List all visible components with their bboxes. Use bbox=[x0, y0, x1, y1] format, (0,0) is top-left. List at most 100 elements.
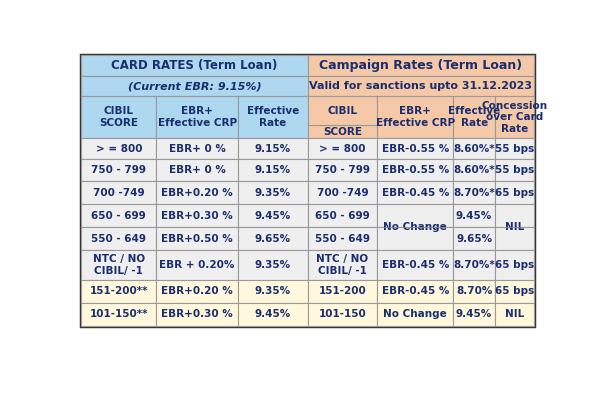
Text: 101-150: 101-150 bbox=[319, 309, 366, 319]
Bar bbox=[157, 181, 238, 204]
Text: EBR-0.45 %: EBR-0.45 % bbox=[382, 188, 449, 198]
Bar bbox=[157, 303, 238, 326]
Bar bbox=[495, 138, 534, 160]
Bar bbox=[453, 96, 495, 138]
Bar bbox=[453, 181, 495, 204]
Text: EBR+0.30 %: EBR+0.30 % bbox=[161, 309, 233, 319]
Bar bbox=[157, 250, 238, 279]
Text: EBR+
Effective CRP: EBR+ Effective CRP bbox=[376, 107, 455, 128]
Text: 9.35%: 9.35% bbox=[254, 260, 290, 270]
Text: EBR-0.45 %: EBR-0.45 % bbox=[382, 260, 449, 270]
Text: 8.70%*: 8.70%* bbox=[453, 260, 495, 270]
Bar bbox=[238, 303, 308, 326]
Text: 9.65%: 9.65% bbox=[254, 234, 290, 244]
Text: 151-200**: 151-200** bbox=[89, 286, 148, 296]
Text: EBR + 0.20%: EBR + 0.20% bbox=[160, 260, 235, 270]
Bar bbox=[453, 138, 495, 160]
Text: 650 - 699: 650 - 699 bbox=[315, 211, 370, 221]
Text: 65 bps: 65 bps bbox=[495, 188, 534, 198]
Text: CARD RATES (Term Loan): CARD RATES (Term Loan) bbox=[111, 59, 278, 72]
Bar bbox=[495, 303, 534, 326]
Text: 101-150**: 101-150** bbox=[89, 309, 148, 319]
Text: Effective
Rate: Effective Rate bbox=[247, 107, 299, 128]
Bar bbox=[238, 160, 308, 181]
Bar bbox=[308, 204, 377, 227]
Text: EBR+0.20 %: EBR+0.20 % bbox=[161, 286, 233, 296]
Text: EBR+
Effective CRP: EBR+ Effective CRP bbox=[157, 107, 236, 128]
Bar bbox=[495, 279, 534, 303]
Bar bbox=[81, 55, 534, 326]
Bar bbox=[81, 96, 157, 138]
Text: > = 800: > = 800 bbox=[319, 144, 365, 154]
Text: 9.15%: 9.15% bbox=[254, 144, 290, 154]
Text: 8.70%: 8.70% bbox=[456, 286, 493, 296]
Bar bbox=[81, 204, 157, 227]
Bar bbox=[377, 279, 453, 303]
Bar bbox=[308, 138, 377, 160]
Text: 65 bps: 65 bps bbox=[495, 286, 534, 296]
Bar bbox=[453, 160, 495, 181]
Text: 750 - 799: 750 - 799 bbox=[91, 165, 146, 175]
Bar bbox=[495, 181, 534, 204]
Text: 151-200: 151-200 bbox=[319, 286, 366, 296]
Text: Campaign Rates (Term Loan): Campaign Rates (Term Loan) bbox=[319, 59, 522, 72]
Text: (Current EBR: 9.15%): (Current EBR: 9.15%) bbox=[128, 81, 261, 92]
Bar bbox=[157, 279, 238, 303]
Text: 8.60%*: 8.60%* bbox=[454, 165, 495, 175]
Bar bbox=[81, 55, 308, 76]
Text: EBR+ 0 %: EBR+ 0 % bbox=[169, 165, 226, 175]
Bar bbox=[308, 303, 377, 326]
Bar bbox=[238, 227, 308, 250]
Text: > = 800: > = 800 bbox=[95, 144, 142, 154]
Text: No Change: No Change bbox=[383, 222, 447, 232]
Bar bbox=[377, 96, 453, 138]
Bar bbox=[308, 227, 377, 250]
Bar bbox=[157, 204, 238, 227]
Bar bbox=[81, 76, 308, 96]
Bar bbox=[81, 138, 157, 160]
Bar bbox=[238, 138, 308, 160]
Text: SCORE: SCORE bbox=[323, 127, 362, 136]
Bar bbox=[238, 96, 308, 138]
Bar bbox=[308, 279, 377, 303]
Text: EBR+0.50 %: EBR+0.50 % bbox=[161, 234, 233, 244]
Bar bbox=[453, 279, 495, 303]
Bar bbox=[308, 181, 377, 204]
Text: 8.70%*: 8.70%* bbox=[453, 188, 495, 198]
Bar bbox=[453, 303, 495, 326]
Bar bbox=[238, 204, 308, 227]
Bar bbox=[495, 160, 534, 181]
Text: 55 bps: 55 bps bbox=[495, 144, 534, 154]
Bar bbox=[377, 227, 453, 250]
Text: 9.45%: 9.45% bbox=[456, 309, 492, 319]
Bar bbox=[81, 181, 157, 204]
Text: 65 bps: 65 bps bbox=[495, 260, 534, 270]
Text: EBR+0.20 %: EBR+0.20 % bbox=[161, 188, 233, 198]
Bar bbox=[81, 227, 157, 250]
Text: 9.35%: 9.35% bbox=[254, 188, 290, 198]
Bar bbox=[81, 160, 157, 181]
Text: 750 - 799: 750 - 799 bbox=[315, 165, 370, 175]
Bar bbox=[157, 138, 238, 160]
Text: CIBIL: CIBIL bbox=[328, 106, 358, 116]
Text: NIL: NIL bbox=[505, 309, 524, 319]
Text: EBR+0.30 %: EBR+0.30 % bbox=[161, 211, 233, 221]
Bar bbox=[81, 250, 157, 279]
Bar bbox=[81, 303, 157, 326]
Text: 9.45%: 9.45% bbox=[254, 211, 291, 221]
Text: 700 -749: 700 -749 bbox=[317, 188, 368, 198]
Text: EBR-0.55 %: EBR-0.55 % bbox=[382, 144, 449, 154]
Text: EBR-0.55 %: EBR-0.55 % bbox=[382, 165, 449, 175]
Text: 550 - 649: 550 - 649 bbox=[315, 234, 370, 244]
Text: 650 - 699: 650 - 699 bbox=[91, 211, 146, 221]
Bar bbox=[157, 227, 238, 250]
Text: 9.65%: 9.65% bbox=[456, 234, 492, 244]
Bar bbox=[377, 250, 453, 279]
Text: 700 -749: 700 -749 bbox=[93, 188, 145, 198]
Bar bbox=[495, 250, 534, 279]
Bar bbox=[377, 204, 453, 227]
Bar bbox=[238, 181, 308, 204]
Text: 9.35%: 9.35% bbox=[254, 286, 290, 296]
Bar bbox=[453, 250, 495, 279]
Bar bbox=[377, 160, 453, 181]
